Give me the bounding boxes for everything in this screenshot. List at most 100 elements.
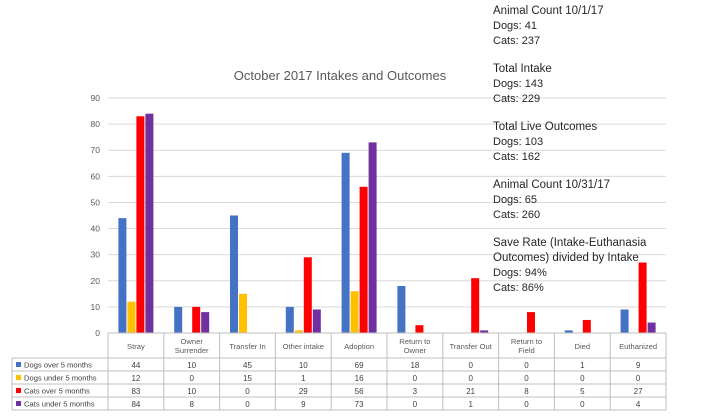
bar	[638, 262, 647, 333]
data-label: 44	[131, 361, 140, 370]
y-tick-label: 80	[91, 119, 101, 129]
bar	[174, 306, 183, 333]
data-label: 18	[410, 361, 419, 370]
data-label: 9	[301, 400, 306, 409]
bar	[145, 113, 154, 334]
data-label: 0	[189, 374, 194, 383]
data-label: 0	[413, 400, 418, 409]
bar	[415, 325, 424, 333]
note-heading: Total Intake	[493, 63, 552, 75]
y-tick-label: 30	[91, 250, 101, 260]
note-block: Total Intake Dogs: 143 Cats: 229	[493, 62, 703, 107]
data-label: 1	[301, 374, 306, 383]
x-category-label: Transfer In	[229, 342, 265, 351]
data-label: 10	[187, 387, 196, 396]
bar	[230, 215, 238, 333]
note-line: Cats: 260	[493, 209, 541, 221]
bar	[294, 330, 303, 333]
legend-label: Cats over 5 months	[24, 387, 90, 396]
x-category-label: Return to Field	[511, 337, 542, 355]
data-label: 10	[187, 361, 196, 370]
x-category-label: Stray	[127, 342, 145, 351]
data-label: 0	[524, 374, 529, 383]
bar	[350, 291, 359, 333]
data-label: 69	[355, 361, 364, 370]
x-category-label: Owner Surrender	[175, 337, 209, 355]
data-label: 9	[636, 361, 641, 370]
bar	[647, 322, 656, 333]
chart-title: October 2017 Intakes and Outcomes	[233, 68, 447, 83]
bar	[564, 330, 573, 333]
note-line: Cats: 229	[493, 93, 541, 105]
y-tick-label: 0	[95, 328, 100, 338]
data-label: 0	[468, 374, 473, 383]
data-label: 0	[245, 400, 250, 409]
data-label: 84	[131, 400, 140, 409]
bar	[303, 257, 312, 333]
data-label: 0	[524, 400, 529, 409]
x-category-label: Died	[574, 342, 590, 351]
data-label: 56	[355, 387, 364, 396]
legend-swatch	[16, 388, 21, 393]
data-label: 15	[243, 374, 252, 383]
note-block: Animal Count 10/31/17 Dogs: 65 Cats: 260	[493, 178, 703, 223]
note-heading: Animal Count 10/1/17	[493, 5, 604, 17]
data-label: 83	[131, 387, 140, 396]
note-block: Save Rate (Intake-Euthanasia Outcomes) d…	[493, 236, 703, 296]
data-label: 29	[299, 387, 308, 396]
data-label: 27	[634, 387, 643, 396]
note-line: Dogs: 143	[493, 78, 544, 90]
bar	[118, 218, 127, 333]
legend-swatch	[16, 401, 21, 406]
data-label: 4	[636, 400, 641, 409]
legend-swatch	[16, 375, 21, 380]
y-tick-label: 50	[91, 197, 101, 207]
y-tick-label: 70	[91, 145, 101, 155]
data-label: 21	[466, 387, 475, 396]
data-label: 5	[580, 387, 585, 396]
note-line: Cats: 162	[493, 151, 541, 163]
bar	[359, 186, 368, 333]
data-label: 0	[636, 374, 641, 383]
data-label: 12	[131, 374, 140, 383]
bar	[620, 309, 629, 333]
bar	[192, 306, 201, 333]
data-label: 45	[243, 361, 252, 370]
bar	[341, 152, 350, 333]
note-heading: Animal Count 10/31/17	[493, 179, 610, 191]
x-category-label: Other intake	[283, 342, 324, 351]
data-label: 0	[245, 387, 250, 396]
x-category-label: Transfer Out	[450, 342, 493, 351]
note-line: Dogs: 65	[493, 194, 538, 206]
y-tick-label: 20	[91, 276, 101, 286]
bar	[312, 309, 321, 333]
data-label: 0	[468, 361, 473, 370]
note-line: Dogs: 103	[493, 136, 544, 148]
data-label: 16	[355, 374, 364, 383]
x-category-label: Return to Owner	[399, 337, 430, 355]
bar	[368, 142, 377, 333]
bar	[480, 330, 489, 333]
note-line: Cats: 237	[493, 35, 541, 47]
x-category-label: Euthanized	[619, 342, 657, 351]
legend-swatch	[16, 362, 21, 367]
note-line: Dogs: 94%	[493, 267, 547, 279]
data-label: 8	[524, 387, 529, 396]
y-tick-label: 90	[91, 93, 101, 103]
data-label: 0	[413, 374, 418, 383]
y-tick-label: 10	[91, 302, 101, 312]
bar	[127, 301, 136, 333]
data-label: 0	[580, 374, 585, 383]
data-label: 0	[524, 361, 529, 370]
data-label: 1	[468, 400, 473, 409]
data-label: 1	[580, 361, 585, 370]
legend-label: Cats under 5 months	[24, 400, 95, 409]
legend-label: Dogs under 5 months	[24, 374, 97, 383]
data-label: 8	[189, 400, 194, 409]
note-block: Animal Count 10/1/17 Dogs: 41 Cats: 237	[493, 4, 703, 49]
bar	[527, 312, 535, 333]
x-category-label: Adoption	[344, 342, 374, 351]
note-heading: Total Live Outcomes	[493, 121, 598, 133]
bar	[136, 116, 145, 334]
